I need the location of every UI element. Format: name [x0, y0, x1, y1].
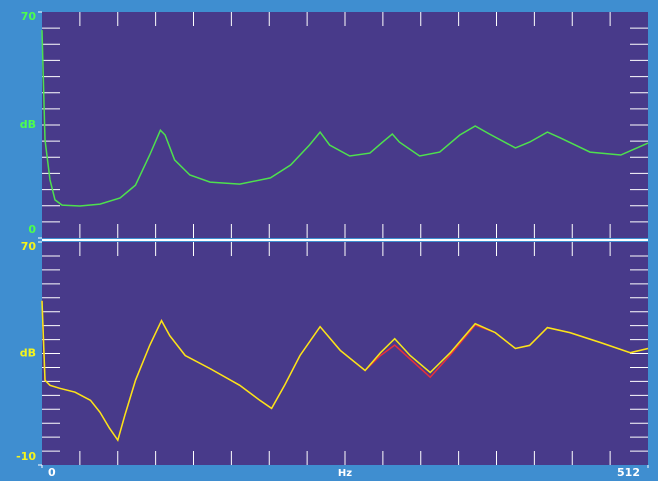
- y-tick-label: -10: [16, 450, 36, 463]
- y-axis-label: dB: [20, 347, 36, 360]
- y-tick-label: 0: [28, 223, 36, 236]
- x-axis-label: Hz: [338, 468, 352, 479]
- x-tick-label: 512: [617, 466, 640, 479]
- y-tick-label: 70: [21, 240, 37, 253]
- y-axis-label: dB: [20, 118, 36, 131]
- series-line: [41, 300, 649, 442]
- x-tick-label: 0: [48, 466, 56, 479]
- plot-area: [42, 12, 648, 238]
- y-tick-label: 70: [21, 10, 37, 23]
- series-line: [41, 30, 649, 207]
